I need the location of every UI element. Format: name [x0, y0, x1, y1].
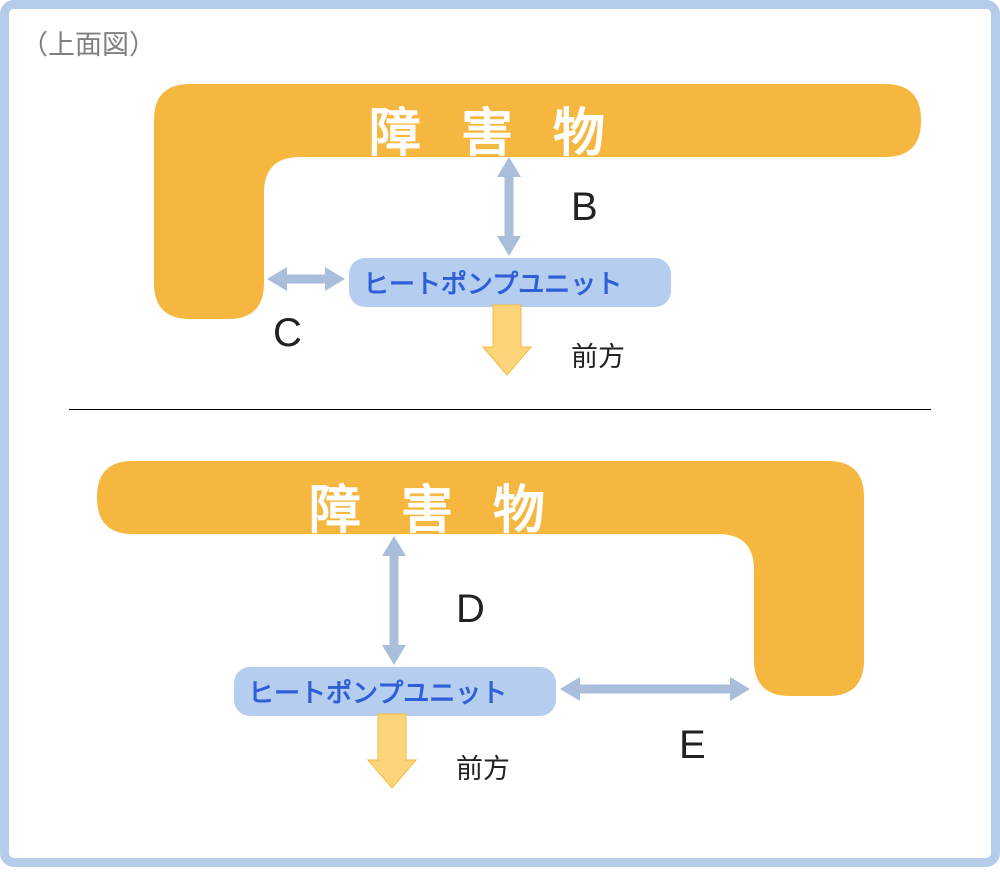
front-direction-arrow-bottom [9, 9, 1000, 876]
front-label-bottom: 前方 [456, 747, 510, 786]
dimension-label-e: E [679, 723, 706, 768]
dimension-label-d: D [456, 587, 485, 632]
